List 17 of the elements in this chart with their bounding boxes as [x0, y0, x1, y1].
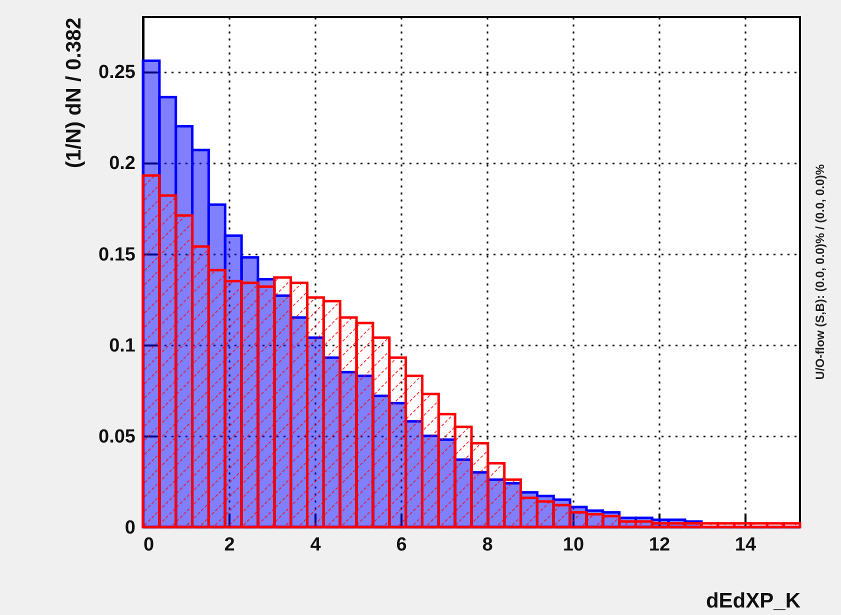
y-tick-label: 0.1: [109, 335, 136, 356]
text: U/O-flow (S,B): (0.0, 0.0)% / (0.0, 0.0)%: [813, 164, 827, 380]
y-tick-label: 0.05: [98, 426, 136, 448]
x-tick-label: 12: [648, 534, 670, 556]
x-tick-label: 8: [482, 534, 493, 556]
x-axis-title: dEdXP_K: [706, 590, 800, 612]
y-tick-label: 0.15: [98, 244, 136, 266]
x-tick-label: 14: [734, 534, 756, 556]
x-tick-label: 2: [224, 534, 235, 556]
x-tick-label: 4: [310, 534, 322, 556]
x-tick-label: 0: [144, 534, 154, 556]
y-axis-title: (1/N) dN / 0.382: [62, 18, 86, 168]
y-tick-label: 0: [124, 518, 136, 538]
x-tick-label: 10: [562, 534, 584, 556]
y-tick-label: 0.2: [109, 153, 136, 174]
x-tick-label: 6: [396, 534, 407, 556]
y-tick-label: 0.25: [98, 62, 136, 84]
